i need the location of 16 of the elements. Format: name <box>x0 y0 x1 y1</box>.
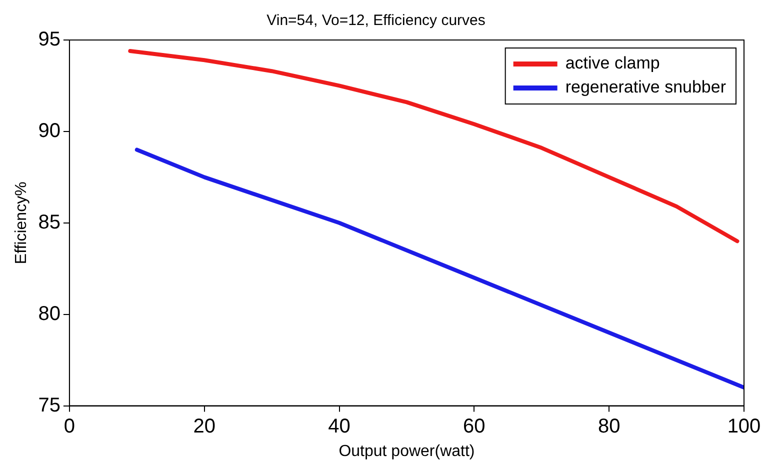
legend-label: active clamp <box>565 54 660 73</box>
y-tick-label: 75 <box>38 394 60 416</box>
x-tick-label: 0 <box>64 415 76 438</box>
x-tick-label: 40 <box>328 415 350 438</box>
x-tick-label: 20 <box>193 415 216 438</box>
x-axis-title: Output power(watt) <box>338 442 475 460</box>
y-tick-label: 85 <box>38 211 60 234</box>
x-tick-label: 60 <box>463 415 486 438</box>
y-tick-label: 90 <box>38 120 60 142</box>
x-tick-label: 80 <box>598 415 620 438</box>
chart-title: Vin=54, Vo=12, Efficiency curves <box>266 12 486 30</box>
y-tick-label: 80 <box>38 302 60 325</box>
y-axis-title: Efficiency% <box>13 182 30 264</box>
y-tick-label: 95 <box>38 28 60 51</box>
x-tick-label: 100 <box>727 415 761 438</box>
legend-label: regenerative snubber <box>565 78 726 97</box>
